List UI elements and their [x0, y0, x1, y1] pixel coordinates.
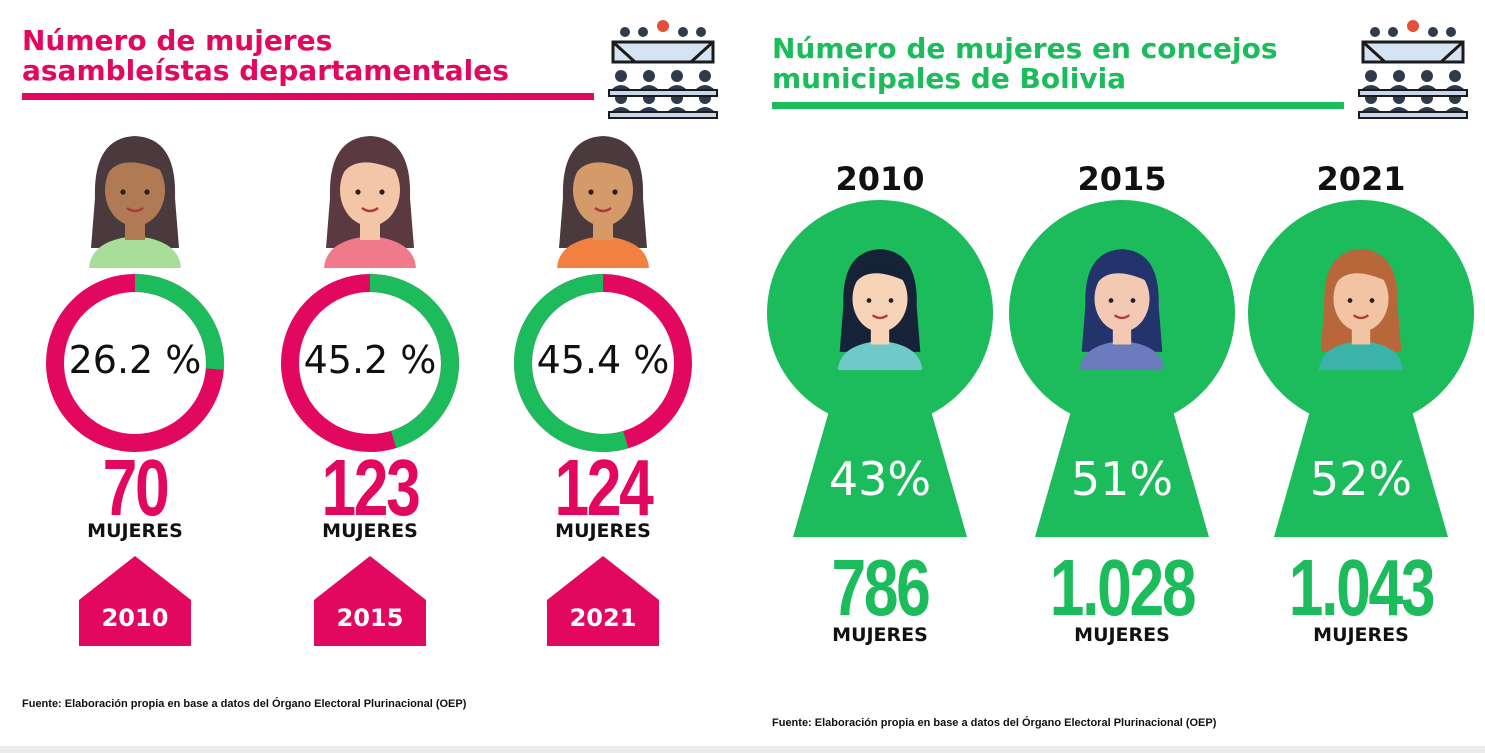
right-infographic: Número de mujeres en concejos municipale… — [742, 0, 1485, 753]
year-badge-shape — [547, 556, 659, 646]
woman-avatar-icon — [1067, 226, 1177, 391]
left-title-line2: asambleístas departamentales — [22, 54, 509, 87]
count-value: 70 — [102, 443, 170, 532]
keyhole-stem — [1035, 390, 1209, 537]
council-icon — [1355, 12, 1471, 127]
year-label: 2010 — [835, 160, 925, 198]
left-column-2015: 45.2 % 123 MUJERES 2015 — [270, 0, 470, 753]
count-value: 123 — [321, 443, 420, 532]
year-badge: 2021 — [547, 556, 659, 651]
year-badge-shape — [79, 556, 191, 646]
year-badge: 2015 — [314, 556, 426, 651]
left-source-note: Fuente: Elaboración propia en base a dat… — [22, 698, 467, 710]
count-unit-label: MUJERES — [1074, 624, 1170, 646]
right-title-underline — [772, 102, 1344, 109]
year-badge: 2010 — [79, 556, 191, 651]
woman-avatar-icon — [1306, 226, 1416, 391]
left-title: Número de mujeres asambleístas departame… — [22, 26, 509, 86]
donut-chart: 45.4 % — [512, 272, 694, 459]
donut-percent-label: 26.2 % — [68, 338, 202, 382]
keyhole-percent-label: 51% — [1070, 452, 1174, 506]
donut-percent-label: 45.2 % — [303, 338, 437, 382]
donut-share-arc — [514, 274, 692, 452]
count-unit-label: MUJERES — [87, 520, 183, 542]
year-label: 2015 — [336, 604, 404, 632]
left-column-2010: 26.2 % 70 MUJERES 2010 — [35, 0, 235, 753]
donut-percent-label: 45.4 % — [536, 338, 670, 382]
count-value: 124 — [554, 443, 653, 532]
right-column-2010: 2010 43% 786 MUJERES — [760, 0, 1000, 753]
year-label: 2021 — [1316, 160, 1406, 198]
keyhole-percent-label: 43% — [828, 452, 932, 506]
count-value: 1.028 — [1049, 543, 1197, 632]
left-title-underline — [22, 93, 594, 100]
left-infographic: Número de mujeres asambleístas departame… — [0, 0, 742, 753]
bottom-scroll-strip — [0, 746, 1485, 753]
right-column-2015: 2015 51% 1.028 MUJERES — [1002, 0, 1242, 753]
assembly-icon — [605, 12, 721, 127]
year-label: 2021 — [569, 604, 637, 632]
right-title: Número de mujeres en concejos municipale… — [772, 34, 1278, 94]
year-label: 2015 — [1077, 160, 1167, 198]
count-value: 1.043 — [1288, 543, 1436, 632]
woman-avatar-icon — [308, 128, 432, 273]
left-column-2021: 45.4 % 124 MUJERES 2021 — [503, 0, 703, 753]
right-title-line2: municipales de Bolivia — [772, 62, 1127, 95]
donut-chart: 45.2 % — [279, 272, 461, 459]
count-unit-label: MUJERES — [1313, 624, 1409, 646]
left-title-line1: Número de mujeres — [22, 24, 333, 57]
count-unit-label: MUJERES — [322, 520, 418, 542]
woman-avatar-icon — [73, 128, 197, 273]
count-value: 786 — [831, 543, 930, 632]
count-unit-label: MUJERES — [555, 520, 651, 542]
count-unit-label: MUJERES — [832, 624, 928, 646]
donut-share-arc — [46, 274, 224, 452]
keyhole-percent-label: 52% — [1309, 452, 1413, 506]
donut-chart: 26.2 % — [44, 272, 226, 459]
keyhole-stem — [1274, 390, 1448, 537]
right-title-line1: Número de mujeres en concejos — [772, 32, 1278, 65]
keyhole-stem — [793, 390, 967, 537]
year-label: 2010 — [101, 604, 169, 632]
woman-avatar-icon — [825, 226, 935, 391]
donut-share-arc — [281, 274, 459, 452]
right-source-note: Fuente: Elaboración propia en base a dat… — [772, 717, 1217, 729]
woman-avatar-icon — [541, 128, 665, 273]
right-column-2021: 2021 52% 1.043 MUJERES — [1241, 0, 1481, 753]
year-badge-shape — [314, 556, 426, 646]
